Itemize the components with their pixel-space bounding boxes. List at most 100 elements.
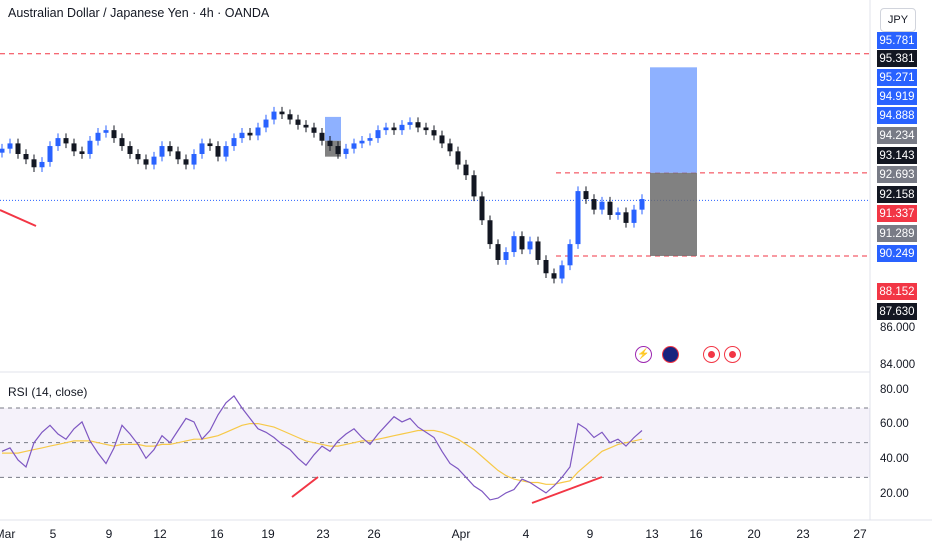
candle-body xyxy=(367,138,373,141)
price-tag: 95.271 xyxy=(877,69,917,86)
candle-body xyxy=(447,143,453,152)
candle-body xyxy=(327,140,333,147)
candle-body xyxy=(199,143,205,154)
candle-body xyxy=(359,140,365,144)
price-tag: 94.919 xyxy=(877,88,917,105)
candle-body xyxy=(551,273,557,279)
candle-body xyxy=(7,143,13,149)
rsi-divergence-line xyxy=(531,476,603,504)
candle-body xyxy=(319,132,325,141)
candle-body xyxy=(295,119,301,125)
flag-australia-icon[interactable] xyxy=(662,346,679,363)
price-tag: 92.693 xyxy=(877,166,917,183)
candle-body xyxy=(599,201,605,210)
candle-body xyxy=(311,127,317,133)
candle-body xyxy=(223,146,229,157)
candle-body xyxy=(239,132,245,139)
candle-body xyxy=(343,148,349,154)
candle-body xyxy=(615,212,621,215)
candle-body xyxy=(391,127,397,131)
candle-body xyxy=(263,119,269,128)
candle-body xyxy=(175,151,181,160)
lightning-event-icon[interactable]: ⚡ xyxy=(635,346,652,363)
candle-body xyxy=(255,127,261,136)
currency-button[interactable]: JPY xyxy=(880,8,916,32)
candle-body xyxy=(463,164,469,176)
price-tag: 91.337 xyxy=(877,205,917,222)
candle-body xyxy=(127,146,133,154)
time-axis-label: 16 xyxy=(689,527,703,541)
candle-body xyxy=(23,154,29,160)
candle-body xyxy=(423,127,429,131)
candle-body xyxy=(535,241,541,260)
candle-body xyxy=(207,143,213,147)
rsi-line xyxy=(1,395,643,501)
long-position-tool[interactable] xyxy=(325,67,697,256)
candle-body xyxy=(47,146,53,162)
candle-body xyxy=(575,191,581,245)
candle-body xyxy=(303,124,309,128)
candle-body xyxy=(231,138,237,147)
small-target-zone xyxy=(325,116,341,141)
candle-body xyxy=(631,209,637,223)
rsi-axis-label: 60.00 xyxy=(880,418,909,431)
candle-body xyxy=(639,199,645,210)
candles xyxy=(0,106,645,284)
candle-body xyxy=(383,127,389,131)
price-tag: 95.781 xyxy=(877,32,917,49)
time-axis-label: 16 xyxy=(210,527,224,541)
price-tag: 94.888 xyxy=(877,107,917,124)
rsi-pane xyxy=(0,395,870,501)
candle-body xyxy=(143,159,149,165)
time-axis-label: 5 xyxy=(49,527,57,541)
candle-body xyxy=(119,138,125,147)
trendline xyxy=(0,209,37,227)
candle-body xyxy=(583,191,589,200)
candle-body xyxy=(95,132,101,141)
grid xyxy=(0,0,932,521)
price-tag: 88.152 xyxy=(877,283,917,300)
price-tag: 95.381 xyxy=(877,50,917,67)
candle-body xyxy=(415,122,421,128)
time-axis-label: 20 xyxy=(747,527,761,541)
candle-body xyxy=(335,146,341,154)
candle-body xyxy=(271,111,277,120)
time-axis-label: Apr xyxy=(451,527,471,541)
price-levels xyxy=(0,53,870,257)
candle-body xyxy=(167,146,173,152)
time-axis-label: 12 xyxy=(153,527,167,541)
candle-body xyxy=(15,143,21,154)
time-axis-label: 4 xyxy=(522,527,530,541)
time-axis-label: 26 xyxy=(367,527,381,541)
price-axis-label: 86.000 xyxy=(880,322,916,334)
candle-body xyxy=(439,135,445,144)
candle-body xyxy=(87,140,93,154)
economic-event-icon[interactable] xyxy=(703,346,720,363)
candle-body xyxy=(159,146,165,157)
economic-event-icon[interactable] xyxy=(724,346,741,363)
time-axis-label: 23 xyxy=(316,527,330,541)
rsi-axis-label: 80.00 xyxy=(880,383,909,396)
candle-body xyxy=(407,122,413,125)
candle-body xyxy=(191,154,197,165)
price-tag: 87.630 xyxy=(877,303,917,320)
time-axis-label: 23 xyxy=(796,527,810,541)
candle-body xyxy=(247,132,253,136)
time-axis-label: 9 xyxy=(105,527,113,541)
candle-body xyxy=(591,199,597,210)
candle-body xyxy=(567,244,573,266)
rsi-title[interactable]: RSI (14, close) xyxy=(8,385,88,399)
candle-body xyxy=(111,130,117,139)
candle-body xyxy=(487,220,493,245)
trendlines[interactable] xyxy=(0,209,603,504)
candle-body xyxy=(39,161,45,168)
candle-body xyxy=(511,236,517,253)
candle-body xyxy=(519,236,525,250)
candle-body xyxy=(503,252,509,260)
candle-body xyxy=(495,244,501,260)
candle-body xyxy=(287,114,293,120)
candle-body xyxy=(183,159,189,165)
rsi-ma-line xyxy=(2,423,643,485)
candle-body xyxy=(71,143,77,152)
